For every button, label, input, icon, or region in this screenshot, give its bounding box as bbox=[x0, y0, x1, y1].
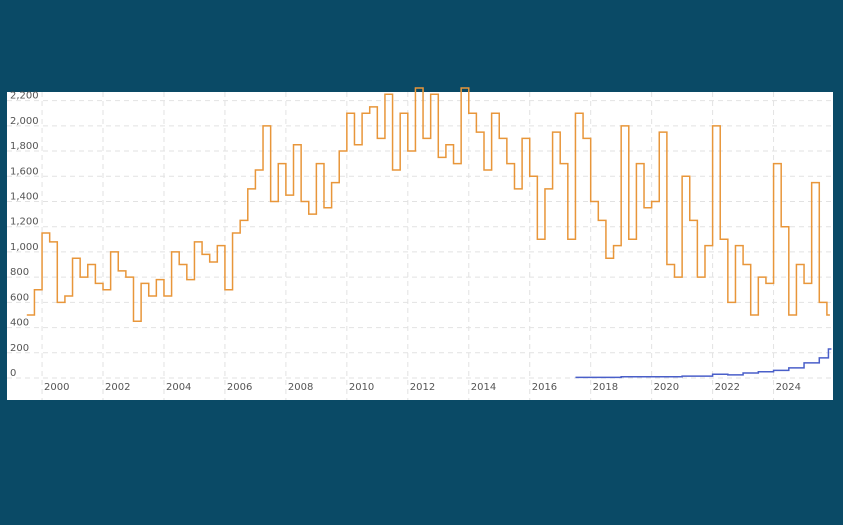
y-tick-label: 2,200 bbox=[10, 91, 39, 102]
x-tick-label: 2018 bbox=[593, 382, 618, 393]
y-tick-label: 600 bbox=[10, 292, 29, 303]
x-tick-label: 2016 bbox=[532, 382, 557, 393]
x-tick-label: 2002 bbox=[105, 382, 130, 393]
y-tick-label: 400 bbox=[10, 318, 29, 329]
y-tick-label: 0 bbox=[10, 368, 16, 379]
y-tick-label: 800 bbox=[10, 267, 29, 278]
x-tick-label: 2014 bbox=[471, 382, 496, 393]
x-tick-label: 2006 bbox=[227, 382, 252, 393]
x-tick-label: 2022 bbox=[715, 382, 740, 393]
y-tick-label: 1,600 bbox=[10, 166, 39, 177]
step-line bbox=[575, 348, 832, 379]
chart-panel bbox=[7, 92, 833, 400]
y-tick-label: 1,800 bbox=[10, 141, 39, 152]
x-tick-label: 2012 bbox=[410, 382, 435, 393]
step-line bbox=[26, 87, 830, 323]
x-tick-label: 2004 bbox=[166, 382, 191, 393]
y-tick-label: 1,200 bbox=[10, 217, 39, 228]
x-tick-label: 2024 bbox=[776, 382, 801, 393]
x-tick-label: 2008 bbox=[288, 382, 313, 393]
y-tick-label: 200 bbox=[10, 343, 29, 354]
y-tick-label: 1,000 bbox=[10, 242, 39, 253]
y-tick-label: 2,000 bbox=[10, 116, 39, 127]
x-tick-label: 2020 bbox=[654, 382, 679, 393]
x-tick-label: 2010 bbox=[349, 382, 374, 393]
x-tick-label: 2000 bbox=[44, 382, 69, 393]
y-tick-label: 1,400 bbox=[10, 191, 39, 202]
